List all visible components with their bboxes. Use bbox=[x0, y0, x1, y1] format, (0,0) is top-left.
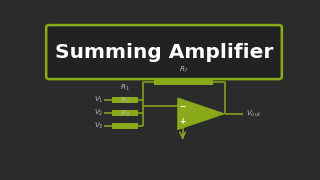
Text: $R_2$: $R_2$ bbox=[120, 96, 130, 106]
Bar bbox=[112, 97, 138, 103]
Text: $R_f$: $R_f$ bbox=[179, 64, 188, 75]
Text: $V_{out}$: $V_{out}$ bbox=[246, 109, 261, 119]
Text: Summing Amplifier: Summing Amplifier bbox=[55, 43, 273, 62]
Text: $V_3$: $V_3$ bbox=[93, 121, 103, 131]
FancyBboxPatch shape bbox=[46, 25, 282, 79]
Text: +: + bbox=[180, 117, 186, 126]
Bar bbox=[112, 110, 138, 116]
Text: $R_1$: $R_1$ bbox=[120, 82, 130, 93]
Bar bbox=[154, 79, 213, 85]
Text: $V_1$: $V_1$ bbox=[94, 95, 103, 105]
Text: $R_3$: $R_3$ bbox=[120, 109, 130, 119]
Bar bbox=[112, 123, 138, 129]
Text: $V_2$: $V_2$ bbox=[94, 108, 103, 118]
Polygon shape bbox=[178, 98, 225, 130]
Text: −: − bbox=[180, 102, 186, 111]
